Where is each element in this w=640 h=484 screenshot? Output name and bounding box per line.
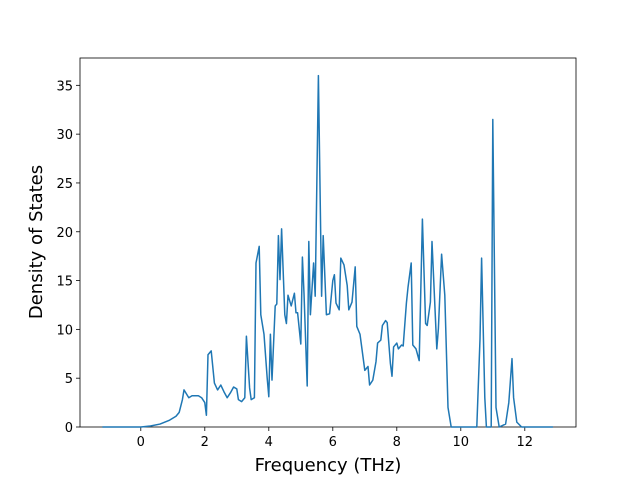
x-tick-label: 6 xyxy=(329,435,337,450)
x-tick-label: 8 xyxy=(393,435,401,450)
y-tick-label: 30 xyxy=(56,128,73,143)
line xyxy=(102,74,553,428)
x-tick-label: 0 xyxy=(137,435,145,450)
plot-frame xyxy=(79,57,577,428)
y-tick-label: 25 xyxy=(56,177,73,192)
y-tick-label: 10 xyxy=(56,323,73,338)
x-tick-label: 12 xyxy=(517,435,534,450)
y-tick-label: 0 xyxy=(65,421,73,436)
y-tick-label: 20 xyxy=(56,226,73,241)
y-axis-label: Density of States xyxy=(26,165,47,319)
x-axis-label: Frequency (THz) xyxy=(255,455,402,476)
y-tick-label: 15 xyxy=(56,275,73,290)
y-tick-label: 5 xyxy=(65,372,73,387)
y-tick-label: 35 xyxy=(56,79,73,94)
x-tick-label: 4 xyxy=(265,435,273,450)
x-tick-label: 2 xyxy=(201,435,209,450)
x-tick-label: 10 xyxy=(453,435,470,450)
